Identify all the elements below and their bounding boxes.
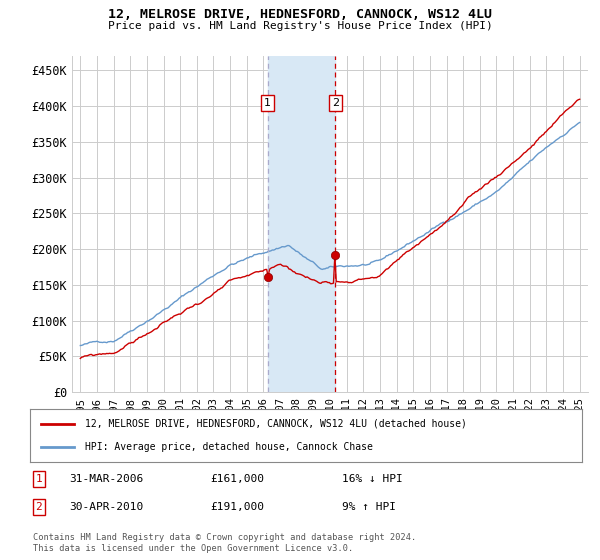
Text: Price paid vs. HM Land Registry's House Price Index (HPI): Price paid vs. HM Land Registry's House … bbox=[107, 21, 493, 31]
Text: £161,000: £161,000 bbox=[210, 474, 264, 484]
Text: £191,000: £191,000 bbox=[210, 502, 264, 512]
Text: HPI: Average price, detached house, Cannock Chase: HPI: Average price, detached house, Cann… bbox=[85, 442, 373, 452]
Text: Contains HM Land Registry data © Crown copyright and database right 2024.
This d: Contains HM Land Registry data © Crown c… bbox=[33, 533, 416, 553]
Text: 12, MELROSE DRIVE, HEDNESFORD, CANNOCK, WS12 4LU: 12, MELROSE DRIVE, HEDNESFORD, CANNOCK, … bbox=[108, 8, 492, 21]
Text: 2: 2 bbox=[332, 98, 339, 108]
Text: 31-MAR-2006: 31-MAR-2006 bbox=[69, 474, 143, 484]
Text: 9% ↑ HPI: 9% ↑ HPI bbox=[342, 502, 396, 512]
Bar bbox=[268, 56, 335, 392]
Text: 30-APR-2010: 30-APR-2010 bbox=[69, 502, 143, 512]
Text: 1: 1 bbox=[35, 474, 43, 484]
Text: 1: 1 bbox=[264, 98, 271, 108]
Text: 16% ↓ HPI: 16% ↓ HPI bbox=[342, 474, 403, 484]
Text: 12, MELROSE DRIVE, HEDNESFORD, CANNOCK, WS12 4LU (detached house): 12, MELROSE DRIVE, HEDNESFORD, CANNOCK, … bbox=[85, 419, 467, 429]
Text: 2: 2 bbox=[35, 502, 43, 512]
